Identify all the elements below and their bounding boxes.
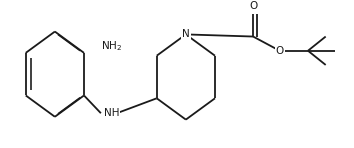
Text: N: N xyxy=(182,29,190,39)
Text: NH$_2$: NH$_2$ xyxy=(101,39,122,53)
Text: O: O xyxy=(275,46,284,56)
Text: NH: NH xyxy=(104,108,120,118)
Text: O: O xyxy=(249,1,257,11)
